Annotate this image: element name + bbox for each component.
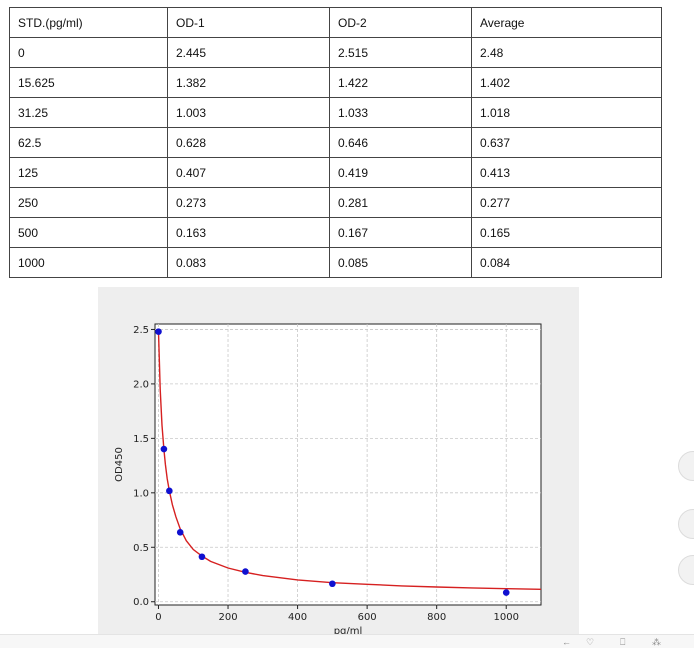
data-point: [155, 328, 162, 335]
cell-std: 1000: [9, 247, 168, 278]
table-row: 15.625 1.382 1.422 1.402: [9, 67, 662, 98]
cell-od2: 0.167: [329, 217, 472, 248]
data-point: [198, 553, 206, 561]
table-row: 62.5 0.628 0.646 0.637: [9, 127, 662, 158]
cell-std: 31.25: [9, 97, 168, 128]
cell-od2: 1.422: [329, 67, 472, 98]
cell-average: 0.637: [471, 127, 662, 158]
data-point: [176, 529, 184, 536]
cell-std: 15.625: [9, 67, 168, 98]
table-row: 250 0.273 0.281 0.277: [9, 187, 662, 218]
x-tick-label: 600: [358, 612, 377, 623]
cell-od1: 0.407: [167, 157, 330, 188]
cell-std: 250: [9, 187, 168, 218]
y-tick-label: 2.5: [133, 325, 149, 336]
header-average: Average: [471, 7, 662, 38]
header-od2: OD-2: [329, 7, 472, 38]
table-row: 125 0.407 0.419 0.413: [9, 157, 662, 188]
cell-od1: 0.628: [167, 127, 330, 158]
data-point: [329, 580, 336, 588]
standard-curve-table: STD.(pg/ml) OD-1 OD-2 Average 0 2.445 2.51…: [9, 7, 662, 278]
cell-std: 500: [9, 217, 168, 248]
table-row: 31.25 1.003 1.033 1.018: [9, 97, 662, 128]
back-arrow-icon[interactable]: ←: [562, 637, 571, 647]
y-axis-title: OD450: [114, 447, 125, 482]
data-point: [160, 445, 168, 453]
x-tick-label: 800: [427, 612, 446, 623]
axis-ticks: 0 200 400 600 800 1000 0.0 0.5 1.0 1.5 2.0 2.5: [133, 325, 519, 623]
table-row: 0 2.445 2.515 2.48: [9, 37, 662, 68]
y-tick-label: 2.0: [133, 379, 149, 390]
grid-lines: [155, 324, 541, 605]
table-row: 1000 0.083 0.085 0.084: [9, 247, 662, 278]
cell-od1: 0.083: [167, 247, 330, 278]
cell-average: 0.277: [471, 187, 662, 218]
heart-icon[interactable]: ♡: [586, 637, 595, 647]
cell-average: 1.018: [471, 97, 662, 128]
data-point: [242, 568, 249, 575]
side-action-button-1[interactable]: [678, 451, 694, 481]
plot-area: [154, 323, 542, 606]
cell-od1: 0.163: [167, 217, 330, 248]
cell-average: 0.084: [471, 247, 662, 278]
chart-svg: 0 200 400 600 800 1000 0.0 0.5 1.0 1.5 2.0 2.5 pg/m…: [114, 323, 542, 637]
y-tick-label: 1.0: [133, 488, 149, 499]
cell-average: 0.165: [471, 217, 662, 248]
cell-average: 0.413: [471, 157, 662, 188]
trash-icon[interactable]: ⎕: [620, 637, 626, 647]
side-action-button-3[interactable]: [678, 555, 694, 585]
x-tick-label: 200: [218, 612, 237, 623]
cell-od2: 0.085: [329, 247, 472, 278]
cell-od1: 0.273: [167, 187, 330, 218]
cell-od2: 0.646: [329, 127, 472, 158]
x-tick-label: 400: [288, 612, 307, 623]
table-header-row: STD.(pg/ml) OD-1 OD-2 Average: [9, 7, 662, 38]
side-action-button-2[interactable]: [678, 509, 694, 539]
x-tick-label: 1000: [493, 612, 518, 623]
cell-od1: 2.445: [167, 37, 330, 68]
data-point: [166, 487, 173, 495]
cell-std: 62.5: [9, 127, 168, 158]
cell-od2: 0.281: [329, 187, 472, 218]
table-row: 500 0.163 0.167 0.165: [9, 217, 662, 248]
cell-std: 0: [9, 37, 168, 68]
header-std: STD.(pg/ml): [9, 7, 168, 38]
x-axis-title: pg/ml: [334, 626, 363, 637]
y-tick-label: 1.5: [133, 434, 149, 445]
speaker-icon[interactable]: ⁂: [652, 637, 661, 647]
y-tick-label: 0.5: [133, 543, 149, 554]
bottom-toolbar: [0, 634, 694, 648]
cell-std: 125: [9, 157, 168, 188]
cell-od2: 2.515: [329, 37, 472, 68]
data-points: [155, 328, 510, 596]
data-point: [502, 589, 510, 596]
x-tick-label: 0: [155, 612, 161, 623]
cell-average: 1.402: [471, 67, 662, 98]
table-body: 0 2.445 2.515 2.48 15.625 1.382 1.422 1.402 31.2…: [9, 37, 662, 278]
cell-od1: 1.003: [167, 97, 330, 128]
cell-od2: 0.419: [329, 157, 472, 188]
cell-average: 2.48: [471, 37, 662, 68]
cell-od1: 1.382: [167, 67, 330, 98]
cell-od2: 1.033: [329, 97, 472, 128]
header-od1: OD-1: [167, 7, 330, 38]
standard-curve-chart: 0 200 400 600 800 1000 0.0 0.5 1.0 1.5 2.0 2.5 pg/m…: [98, 287, 579, 641]
y-tick-label: 0.0: [133, 597, 149, 608]
